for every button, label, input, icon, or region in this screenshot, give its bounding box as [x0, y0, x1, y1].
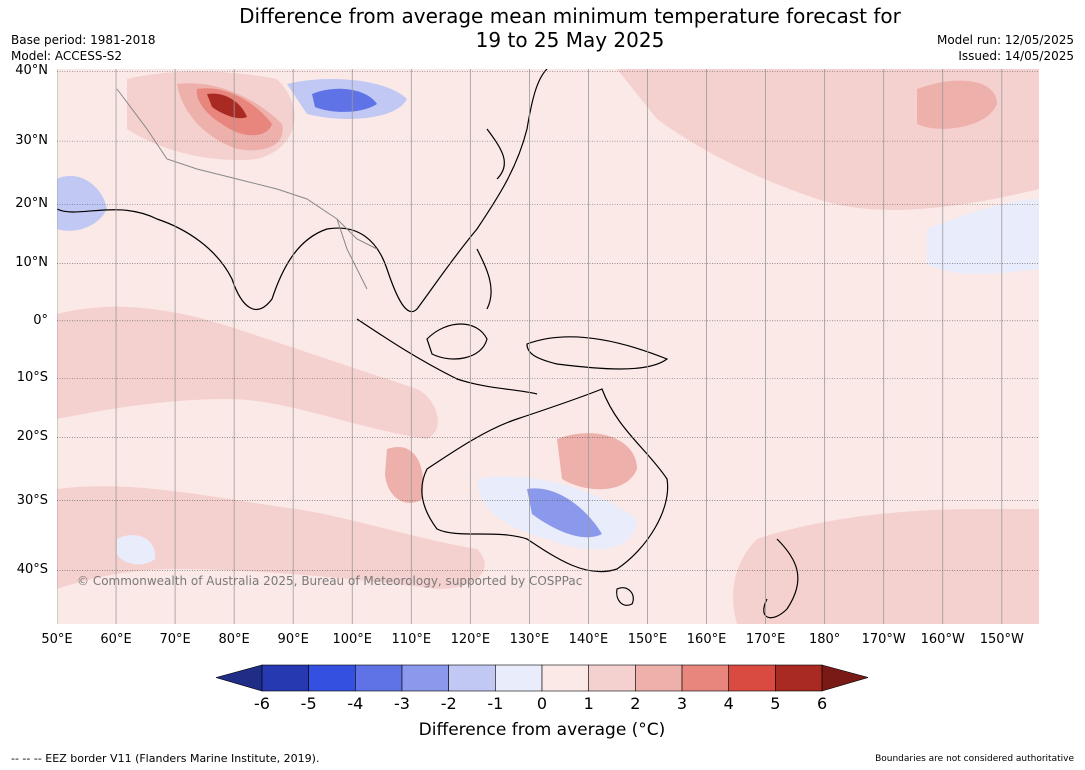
- colorbar-cell: [635, 664, 683, 692]
- coastline-new-zealand: [763, 538, 799, 619]
- colorbar-tick-label: 2: [630, 694, 641, 713]
- longitude-label: 160°W: [920, 632, 965, 647]
- longitude-label: 120°E: [450, 632, 491, 647]
- longitude-label: 80°E: [218, 632, 250, 647]
- latitude-label: 40°S: [16, 562, 48, 578]
- latitude-label: 30°N: [15, 133, 48, 149]
- anomaly-region-central-australia: [557, 433, 637, 490]
- anomaly-region-cool-central-pacific: [927, 199, 1039, 274]
- coastline-australia: [421, 388, 669, 573]
- anomaly-region-nw-pacific: [917, 80, 997, 129]
- colorbar-tick-label: 0: [536, 694, 548, 713]
- colorbar-cell: [401, 664, 449, 692]
- title-line-1: Difference from average mean minimum tem…: [239, 4, 901, 28]
- latitude-label: 20°N: [15, 196, 48, 212]
- colorbar-cell: [821, 664, 868, 692]
- anomaly-region-cool-vic: [527, 488, 602, 538]
- longitude-label: 70°E: [159, 632, 191, 647]
- model-text: Model: ACCESS-S2: [11, 49, 123, 63]
- boundaries-disclaimer: Boundaries are not considered authoritat…: [875, 754, 1074, 764]
- colorbar: [216, 664, 868, 692]
- coastline-new-guinea: [526, 336, 669, 370]
- colorbar-cell: [588, 664, 636, 692]
- colorbar-tick-label: -5: [300, 694, 317, 713]
- latitude-label: 30°S: [16, 492, 48, 508]
- graticule: [57, 69, 1039, 624]
- latitude-label: 40°N: [15, 63, 48, 79]
- anomaly-region-cool-tibet-strong: [312, 88, 377, 112]
- meta-left: Base period: 1981-2018 Model: ACCESS-S2: [11, 32, 156, 64]
- colorbar-tick-label: -1: [487, 694, 504, 713]
- model-run-text: Model run: 12/05/2025: [936, 33, 1074, 47]
- coastline-borneo: [426, 323, 488, 360]
- colorbar-tick-label: 4: [723, 694, 734, 713]
- latitude-label: 10°N: [15, 255, 48, 271]
- longitude-label: 140°E: [568, 632, 609, 647]
- longitude-label: 170°W: [861, 632, 906, 647]
- colorbar-cell: [216, 664, 263, 692]
- longitude-label: 160°E: [686, 632, 727, 647]
- colorbar-tick-label: -4: [347, 694, 364, 713]
- coastline-tasmania: [616, 587, 634, 606]
- border-asia: [116, 88, 378, 250]
- longitude-label: 100°E: [332, 632, 372, 647]
- copyright-text: © Commonwealth of Australia 2025, Bureau…: [77, 574, 583, 588]
- meta-right: Model run: 12/05/2025 Issued: 14/05/2025: [937, 32, 1074, 64]
- anomaly-field: [57, 69, 1039, 624]
- longitude-label: 60°E: [100, 632, 132, 647]
- colorbar-tick-label: 3: [676, 694, 688, 713]
- map-title: Difference from average mean minimum tem…: [0, 4, 1085, 52]
- latitude-label: 20°S: [16, 429, 48, 445]
- longitude-label: 90°E: [277, 632, 309, 647]
- anomaly-region-himalaya-peak: [207, 93, 247, 119]
- coastlines: [57, 69, 799, 619]
- longitude-label: 110°E: [391, 632, 432, 647]
- colorbar-cell: [728, 664, 776, 692]
- longitude-label: 170°E: [745, 632, 786, 647]
- colorbar-cell: [355, 664, 403, 692]
- colorbar-cell: [308, 664, 356, 692]
- eez-border-note: -- -- -- EEZ border V11 (Flanders Marine…: [11, 752, 320, 765]
- colorbar-label: Difference from average (°C): [418, 720, 666, 740]
- longitude-label: 150°W: [979, 632, 1024, 647]
- longitude-label: 50°E: [41, 632, 73, 647]
- longitude-label: 150°E: [627, 632, 668, 647]
- issued-text: Issued: 14/05/2025: [958, 49, 1074, 63]
- anomaly-region-warm-tasman: [733, 509, 1039, 624]
- colorbar-tick-label: 5: [770, 694, 781, 713]
- colorbar-tick-label: -3: [394, 694, 410, 713]
- anomaly-region-warm-south: [57, 486, 485, 589]
- colorbar-cell: [541, 664, 589, 692]
- base-period-text: Base period: 1981-2018: [11, 33, 156, 47]
- colorbar-tick-label: -6: [254, 694, 270, 713]
- anomaly-region-warm-indian: [57, 306, 438, 439]
- coastline-sumatra-java: [356, 318, 538, 395]
- colorbar-tick-label: 6: [816, 694, 828, 713]
- colorbar-tick-label: -2: [440, 694, 457, 713]
- forecast-map: [57, 69, 1039, 624]
- colorbar-cell: [261, 664, 309, 692]
- anomaly-region-cool-south-indian: [117, 535, 156, 565]
- coastline-asia: [57, 69, 548, 313]
- coastline-philippines: [476, 248, 492, 310]
- longitude-label: 130°E: [509, 632, 550, 647]
- colorbar-cell: [775, 664, 823, 692]
- longitude-label: 180°: [808, 632, 841, 647]
- anomaly-region-wa-coast: [385, 447, 424, 503]
- colorbar-cell: [495, 664, 543, 692]
- latitude-label: 10°S: [16, 370, 48, 386]
- anomaly-region-cool-arabia: [57, 175, 107, 231]
- title-line-2: 19 to 25 May 2025: [475, 28, 665, 52]
- latitude-label: 0°: [33, 312, 48, 328]
- colorbar-cell: [681, 664, 729, 692]
- colorbar-cells: [216, 664, 868, 692]
- coastline-japan: [486, 128, 506, 180]
- colorbar-cell: [448, 664, 496, 692]
- colorbar-tick-label: 1: [583, 694, 594, 713]
